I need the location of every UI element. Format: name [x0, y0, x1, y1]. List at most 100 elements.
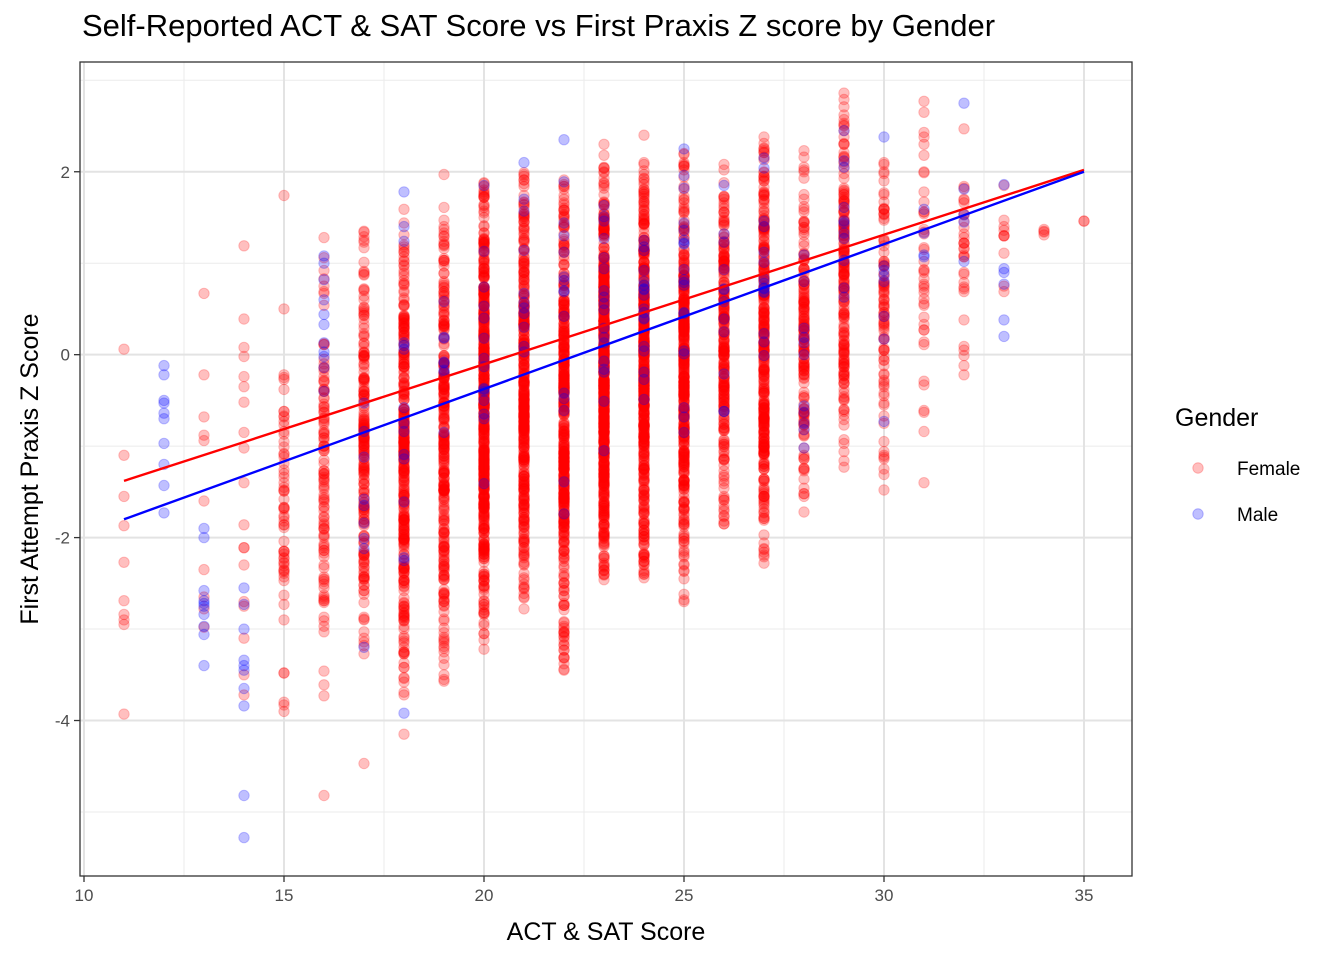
data-point [638, 455, 650, 467]
data-point [398, 513, 410, 525]
data-point [398, 343, 410, 355]
data-point [758, 475, 770, 487]
data-point [398, 632, 410, 644]
data-point [678, 193, 690, 205]
data-point [398, 554, 410, 567]
data-point [518, 422, 530, 434]
data-point [318, 595, 330, 607]
data-point [358, 306, 370, 318]
data-point [478, 445, 490, 457]
data-point [398, 447, 410, 460]
data-point [518, 587, 530, 600]
data-point [398, 298, 410, 311]
data-point [958, 228, 970, 240]
data-point [318, 385, 330, 397]
data-point [358, 366, 370, 378]
data-point [238, 370, 250, 383]
data-point [398, 454, 410, 466]
data-point [558, 204, 570, 216]
data-point [118, 708, 130, 720]
data-point [278, 545, 290, 557]
data-point [718, 434, 730, 447]
data-point [518, 396, 530, 408]
data-point [918, 149, 930, 162]
data-point [398, 403, 410, 416]
data-point [398, 239, 410, 251]
data-point [438, 457, 450, 470]
data-point [358, 385, 370, 397]
data-point [398, 567, 410, 579]
data-point [398, 203, 410, 216]
data-point [798, 223, 810, 236]
data-point [318, 530, 330, 542]
data-point [638, 468, 650, 481]
data-point [798, 236, 810, 248]
data-point [278, 545, 290, 557]
data-point [198, 429, 210, 441]
data-point [278, 667, 290, 679]
data-point [918, 106, 930, 119]
data-point [398, 462, 410, 474]
data-point [318, 518, 330, 530]
data-point [358, 346, 370, 358]
data-point [278, 484, 290, 496]
data-point [758, 529, 770, 541]
data-point [318, 523, 330, 536]
data-point [398, 521, 410, 534]
data-point [438, 381, 450, 394]
data-point [318, 299, 330, 311]
data-point [398, 241, 410, 253]
data-point [398, 440, 410, 452]
data-point [438, 440, 450, 452]
data-point [358, 535, 370, 547]
data-point [318, 474, 330, 486]
data-point [318, 515, 330, 527]
data-point [398, 672, 410, 685]
data-point [318, 338, 330, 350]
data-point [998, 247, 1010, 259]
data-point [398, 312, 410, 324]
data-point [318, 403, 330, 416]
data-point [958, 349, 970, 362]
data-point [358, 573, 370, 585]
data-point [358, 361, 370, 374]
data-point [318, 401, 330, 413]
data-point [518, 205, 530, 217]
data-point [438, 431, 450, 443]
data-point [358, 236, 370, 248]
data-point [438, 499, 450, 512]
data-point [318, 593, 330, 605]
data-point [398, 427, 410, 439]
data-point [598, 550, 610, 562]
data-point [398, 332, 410, 344]
data-point [238, 595, 250, 608]
data-point [398, 488, 410, 500]
data-point [278, 435, 290, 448]
data-point [318, 385, 330, 397]
data-point [438, 223, 450, 236]
data-point [718, 509, 730, 522]
data-point [398, 217, 410, 229]
data-point [438, 546, 450, 558]
data-point [758, 506, 770, 518]
data-point [358, 309, 370, 321]
data-point [518, 544, 530, 557]
data-point [838, 370, 850, 382]
data-point [598, 455, 610, 467]
data-point [198, 603, 210, 615]
data-point [358, 434, 370, 446]
data-point [358, 419, 370, 431]
data-point [438, 466, 450, 478]
data-point [638, 407, 650, 419]
data-point [278, 410, 290, 422]
data-point [318, 231, 330, 244]
plot-panel-background [80, 62, 1132, 876]
data-point [918, 293, 930, 305]
data-point [598, 425, 610, 438]
data-point [398, 243, 410, 256]
data-point [198, 495, 210, 507]
data-point [398, 277, 410, 289]
data-point [878, 435, 890, 448]
data-point [358, 632, 370, 644]
data-point [558, 419, 570, 431]
